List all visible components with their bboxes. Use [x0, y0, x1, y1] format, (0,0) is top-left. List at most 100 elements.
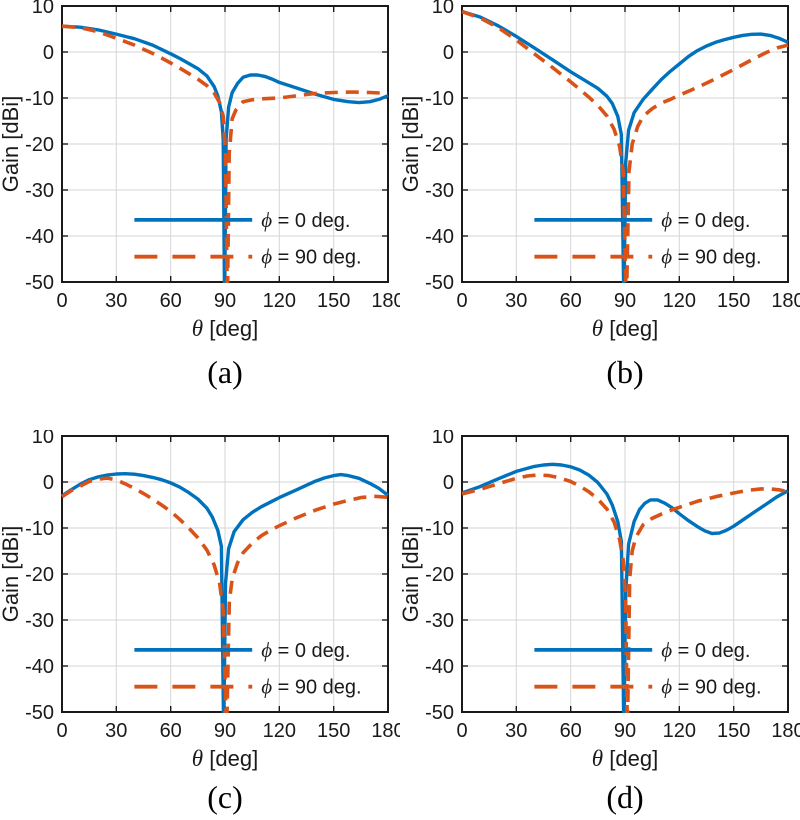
y-tick-label: -30	[25, 180, 54, 202]
curves	[61, 24, 389, 283]
subplot-a: 0 30 60 90 120 150 180 10 0 -10 -20 -30 -40 -50 θ [deg…	[0, 0, 400, 400]
subplot-caption-c: (c)	[207, 779, 243, 815]
x-tick-label: 120	[663, 290, 696, 312]
y-tick-labels: 10 0 -10 -20 -30 -40 -50	[425, 430, 454, 724]
curves	[61, 472, 389, 713]
x-tick-label: 150	[317, 290, 350, 312]
x-axis-label: θ [deg]	[192, 315, 258, 341]
gain-chart-c: 0 30 60 90 120 150 180 10 0 -10 -20 -30 -40 -50 θ [deg…	[0, 430, 400, 771]
x-tick-label: 180	[371, 720, 400, 742]
subplot-caption-d: (d)	[606, 779, 644, 815]
legend-label-phi-0: ϕ = 0 deg.	[661, 638, 750, 662]
legend-label-phi-0: ϕ = 0 deg.	[261, 638, 350, 662]
y-tick-label: 0	[443, 42, 454, 64]
curve-phi-90	[61, 24, 389, 283]
y-tick-label: 0	[43, 472, 54, 494]
y-tick-label: -40	[25, 656, 54, 678]
x-tick-label: 90	[214, 720, 236, 742]
y-tick-label: -10	[425, 88, 454, 110]
x-tick-label: 90	[614, 290, 636, 312]
y-tick-label: 10	[432, 0, 454, 18]
x-tick-label: 90	[214, 290, 236, 312]
axis-ticks	[461, 5, 789, 283]
y-tick-label: -50	[25, 702, 54, 724]
y-tick-label: -30	[25, 610, 54, 632]
subplot-b: 0 30 60 90 120 150 180 10 0 -10 -20 -30 -40 -50 θ [deg…	[400, 0, 800, 400]
curve-phi-90	[461, 473, 789, 713]
x-tick-label: 30	[505, 290, 527, 312]
y-tick-label: -20	[25, 564, 54, 586]
subplot-caption-a: (a)	[207, 354, 243, 390]
x-tick-labels: 0 30 60 90 120 150 180	[56, 290, 400, 312]
y-axis-label: Gain [dBi]	[400, 96, 423, 193]
x-tick-label: 0	[456, 720, 467, 742]
x-tick-labels: 0 30 60 90 120 150 180	[456, 290, 800, 312]
x-tick-label: 90	[614, 720, 636, 742]
x-axis-label: θ [deg]	[592, 745, 658, 771]
x-tick-label: 60	[560, 720, 582, 742]
x-tick-label: 180	[771, 290, 800, 312]
y-tick-label: -40	[425, 226, 454, 248]
x-tick-label: 60	[160, 720, 182, 742]
y-tick-label: -40	[425, 656, 454, 678]
y-tick-label: -50	[25, 272, 54, 294]
curve-phi-0	[61, 24, 389, 283]
gain-chart-a: 0 30 60 90 120 150 180 10 0 -10 -20 -30 -40 -50 θ [deg…	[0, 0, 400, 341]
y-tick-label: -50	[425, 272, 454, 294]
y-tick-label: -40	[25, 226, 54, 248]
y-tick-label: -20	[425, 134, 454, 156]
curves	[461, 462, 789, 713]
x-tick-label: 30	[105, 290, 127, 312]
legend: ϕ = 0 deg. ϕ = 90 deg.	[534, 208, 762, 269]
y-axis-label: Gain [dBi]	[0, 526, 23, 623]
y-tick-labels: 10 0 -10 -20 -30 -40 -50	[425, 0, 454, 294]
legend: ϕ = 0 deg. ϕ = 90 deg.	[134, 638, 362, 699]
legend: ϕ = 0 deg. ϕ = 90 deg.	[134, 208, 362, 269]
legend-label-phi-0: ϕ = 0 deg.	[661, 208, 750, 232]
axis-ticks	[61, 435, 389, 713]
y-axis-label: Gain [dBi]	[400, 526, 423, 623]
gain-chart-b: 0 30 60 90 120 150 180 10 0 -10 -20 -30 -40 -50 θ [deg…	[400, 0, 800, 341]
x-tick-label: 150	[317, 720, 350, 742]
x-tick-labels: 0 30 60 90 120 150 180	[56, 720, 400, 742]
legend-label-phi-0: ϕ = 0 deg.	[261, 208, 350, 232]
y-tick-label: 10	[432, 430, 454, 448]
curves	[461, 9, 789, 283]
legend: ϕ = 0 deg. ϕ = 90 deg.	[534, 638, 762, 699]
y-tick-label: -10	[25, 518, 54, 540]
gain-chart-d: 0 30 60 90 120 150 180 10 0 -10 -20 -30 -40 -50 θ [deg…	[400, 430, 800, 771]
legend-label-phi-90: ϕ = 90 deg.	[661, 245, 761, 269]
y-tick-label: -20	[425, 564, 454, 586]
x-tick-label: 30	[505, 720, 527, 742]
x-axis-label: θ [deg]	[592, 315, 658, 341]
y-tick-label: -30	[425, 180, 454, 202]
x-tick-label: 120	[263, 720, 296, 742]
y-tick-label: 0	[443, 472, 454, 494]
curve-phi-0	[461, 462, 789, 713]
figure-row-top: 0 30 60 90 120 150 180 10 0 -10 -20 -30 -40 -50 θ [deg…	[0, 0, 800, 400]
legend-label-phi-90: ϕ = 90 deg.	[261, 675, 361, 699]
x-tick-label: 120	[663, 720, 696, 742]
y-tick-label: -10	[425, 518, 454, 540]
curve-phi-90	[61, 476, 389, 713]
y-axis-label: Gain [dBi]	[0, 96, 23, 193]
x-tick-label: 30	[105, 720, 127, 742]
x-axis-label: θ [deg]	[192, 745, 258, 771]
subplot-d: 0 30 60 90 120 150 180 10 0 -10 -20 -30 -40 -50 θ [deg…	[400, 430, 800, 820]
figure-row-bottom: 0 30 60 90 120 150 180 10 0 -10 -20 -30 -40 -50 θ [deg…	[0, 430, 800, 820]
x-tick-label: 180	[771, 720, 800, 742]
x-tick-label: 120	[263, 290, 296, 312]
x-tick-label: 150	[717, 720, 750, 742]
y-tick-label: -10	[25, 88, 54, 110]
subplot-c: 0 30 60 90 120 150 180 10 0 -10 -20 -30 -40 -50 θ [deg…	[0, 430, 400, 820]
axis-ticks	[61, 5, 389, 283]
legend-label-phi-90: ϕ = 90 deg.	[661, 675, 761, 699]
x-tick-label: 60	[160, 290, 182, 312]
x-tick-label: 150	[717, 290, 750, 312]
y-tick-label: 10	[32, 430, 54, 448]
y-tick-label: -20	[25, 134, 54, 156]
y-tick-label: 10	[32, 0, 54, 18]
legend-label-phi-90: ϕ = 90 deg.	[261, 245, 361, 269]
x-tick-labels: 0 30 60 90 120 150 180	[456, 720, 800, 742]
